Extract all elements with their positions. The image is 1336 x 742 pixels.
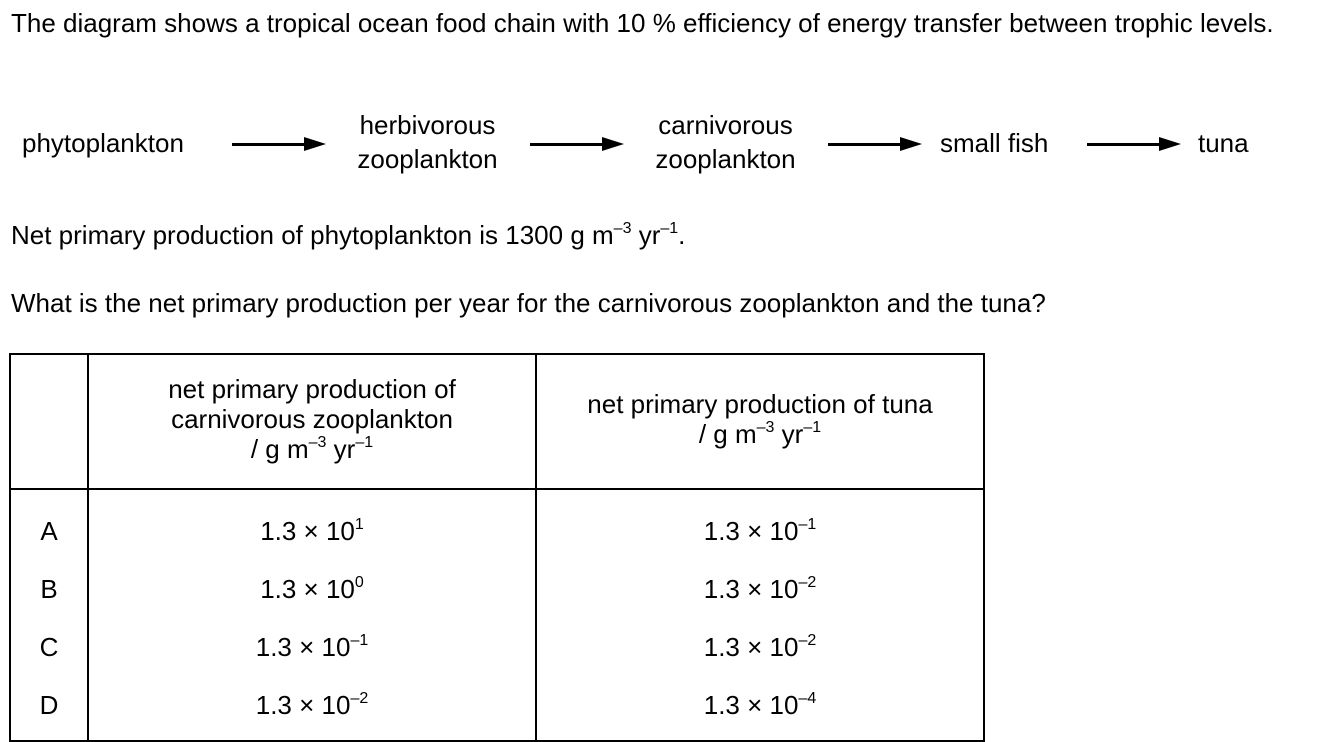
node-label-line2: zooplankton: [655, 144, 796, 174]
tuna-value: 1.3 × 10–1: [535, 489, 985, 560]
node-label: phytoplankton: [22, 128, 184, 158]
carnivorous-value: 1.3 × 10–1: [87, 618, 537, 676]
carnivorous-value: 1.3 × 101: [87, 489, 537, 560]
header-option-cell: [9, 353, 89, 490]
food-chain-diagram: phytoplankton herbivorous zooplankton ca…: [0, 100, 1336, 190]
node-label: small fish: [940, 128, 1049, 158]
header-carnivorous-zooplankton: net primary production of carnivorous zo…: [87, 353, 537, 490]
npp-statement: Net primary production of phytoplankton …: [11, 220, 686, 250]
header-unit: / g m–3 yr–1: [698, 419, 822, 449]
tuna-value: 1.3 × 10–4: [535, 676, 985, 742]
food-chain-node-phytoplankton: phytoplankton: [22, 126, 184, 160]
node-label-line1: herbivorous: [359, 110, 496, 140]
table-row[interactable]: B 1.3 × 100 1.3 × 10–2: [9, 560, 985, 618]
option-label[interactable]: B: [9, 560, 89, 618]
node-label-line2: zooplankton: [357, 144, 498, 174]
node-label: tuna: [1198, 128, 1249, 158]
answer-table: net primary production of carnivorous zo…: [9, 353, 985, 742]
food-chain-node-small-fish: small fish: [940, 126, 1048, 160]
table-row[interactable]: C 1.3 × 10–1 1.3 × 10–2: [9, 618, 985, 676]
carnivorous-value: 1.3 × 10–2: [87, 676, 537, 742]
carnivorous-value: 1.3 × 100: [87, 560, 537, 618]
food-chain-arrow: [232, 137, 326, 151]
option-label[interactable]: A: [9, 489, 89, 560]
node-label-line1: carnivorous: [658, 110, 793, 140]
option-label[interactable]: D: [9, 676, 89, 742]
table-row[interactable]: D 1.3 × 10–2 1.3 × 10–4: [9, 676, 985, 742]
header-unit: / g m–3 yr–1: [250, 434, 374, 464]
option-label[interactable]: C: [9, 618, 89, 676]
food-chain-arrow: [530, 137, 624, 151]
food-chain-arrow: [828, 137, 922, 151]
food-chain-node-herbivorous-zooplankton: herbivorous zooplankton: [340, 108, 515, 176]
header-tuna: net primary production of tuna / g m–3 y…: [535, 353, 985, 490]
table-row[interactable]: A 1.3 × 101 1.3 × 10–1: [9, 489, 985, 560]
tuna-value: 1.3 × 10–2: [535, 560, 985, 618]
question-intro: The diagram shows a tropical ocean food …: [11, 8, 1274, 38]
food-chain-arrow: [1087, 137, 1181, 151]
food-chain-node-carnivorous-zooplankton: carnivorous zooplankton: [638, 108, 813, 176]
tuna-value: 1.3 × 10–2: [535, 618, 985, 676]
question-prompt: What is the net primary production per y…: [11, 288, 1046, 318]
table-header-row: net primary production of carnivorous zo…: [9, 353, 985, 490]
food-chain-node-tuna: tuna: [1198, 126, 1249, 160]
